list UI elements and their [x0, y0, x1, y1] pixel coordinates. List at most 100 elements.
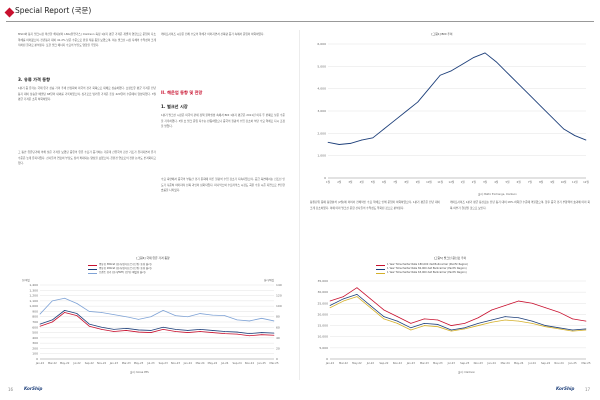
x-tick-label: 5월 — [371, 180, 376, 184]
x-tick-label: 9월 — [550, 180, 555, 184]
y-right-tick-label: 80 — [276, 315, 280, 319]
x-tick-label: Sep-24 — [232, 361, 241, 365]
data-point — [138, 329, 139, 331]
section-ii-heading: II. 해운업 동향 및 전망 — [161, 90, 203, 95]
data-point — [88, 311, 90, 312]
data-point — [464, 327, 466, 329]
data-point — [39, 313, 41, 315]
x-tick-label: 10월 — [561, 180, 567, 184]
section-heading-bulk: 1. 벌크선 시장 — [161, 104, 188, 109]
data-point — [175, 331, 176, 332]
bdi-line-chart: 0 1,000 2,000 3,000 4,000 5,000 6,000 1월 2월 3월 4월 5… — [317, 42, 589, 184]
legend-swatch-navy — [376, 268, 385, 270]
data-point — [76, 303, 78, 304]
data-point — [51, 300, 53, 302]
oil-price-chart: 01002003004005006007008009001,0001,1001,… — [29, 283, 282, 365]
series-line — [329, 293, 587, 331]
oil-left-axis-title: 톤/배럴 — [22, 279, 30, 282]
data-point — [450, 325, 452, 326]
y-tick-label: 0 — [326, 357, 328, 361]
x-tick-label: Sep-23 — [159, 361, 168, 365]
data-point — [531, 320, 533, 322]
y-tick-label: 35,000 — [318, 279, 329, 283]
x-tick-label: 3월 — [348, 180, 353, 184]
data-point — [175, 329, 176, 330]
data-point — [224, 333, 226, 334]
data-point — [39, 323, 41, 325]
data-point — [495, 61, 497, 63]
data-point — [187, 316, 189, 318]
y-tick-label: 6,000 — [317, 42, 326, 46]
y-tick-label: 25,000 — [318, 301, 329, 305]
x-tick-label: 7월 — [528, 180, 533, 184]
data-point — [51, 319, 53, 321]
data-point — [273, 320, 275, 322]
data-point — [64, 297, 65, 299]
x-tick-label: Jul-24 — [527, 361, 536, 365]
legend-item: 중유유 380cst (유가/싱가포르) (단위: 톤당 달러) — [88, 263, 278, 267]
x-tick-label: Sep-23 — [460, 361, 469, 365]
oil-paragraph-2: 그 동안 유류단가에 의해 낮은 가격을 보였던 중유의 유류 수요가 증가하는… — [18, 150, 156, 166]
data-point — [585, 328, 587, 330]
data-point — [370, 305, 371, 306]
oil-right-axis-title: 달러/배럴 — [264, 279, 275, 282]
data-point — [329, 307, 331, 309]
header-title: Special Report (국문) — [15, 6, 92, 15]
oil-chart-source: 출처: Korea PPS — [130, 371, 149, 374]
y-tick-label: 100 — [32, 352, 38, 356]
x-tick-label: Mar-23 — [420, 361, 429, 365]
data-point — [572, 330, 573, 332]
legend-item: 브렌트 유가 (유가/WTI) (단위: 배럴당 달러) — [88, 271, 278, 275]
data-point — [383, 318, 385, 320]
col2-paragraph-1: 케이프사이즈 시장은 전체 수요의 약세가 이어지면서 선복량 증가 속에서 운… — [161, 32, 265, 36]
data-point — [417, 101, 419, 103]
bdi-chart-source: 출처: Baltic Exchange, Clarkson — [478, 193, 517, 196]
header-divider — [6, 21, 594, 22]
data-point — [327, 141, 329, 143]
data-point — [162, 326, 164, 328]
y-right-tick-label: 120 — [276, 294, 282, 298]
y-tick-label: 500 — [32, 331, 38, 335]
data-point — [329, 300, 331, 302]
data-point — [437, 324, 439, 325]
data-point — [361, 139, 363, 141]
data-point — [199, 331, 201, 332]
y-tick-label: 300 — [32, 341, 38, 345]
x-tick-label: May-22 — [352, 361, 362, 365]
data-point — [477, 317, 479, 319]
x-tick-label: Jan-23 — [109, 361, 119, 365]
data-point — [356, 287, 358, 289]
x-tick-label: 11월 — [437, 180, 443, 184]
x-tick-label: Mar-25 — [582, 361, 591, 365]
x-tick-label: 11월 — [572, 180, 578, 184]
x-tick-label: Jul-22 — [366, 361, 375, 365]
data-point — [64, 310, 65, 311]
x-tick-label: 12월 — [449, 180, 455, 184]
data-point — [574, 135, 576, 136]
x-tick-label: May-23 — [134, 361, 144, 365]
bulk-paragraph-1: 1분기 벌크선 시장은 미국의 관세 정책 불확실성 속에서 BDI 1분기 평… — [161, 113, 285, 129]
x-tick-label: Nov-22 — [97, 361, 107, 365]
x-tick-label: 5월 — [505, 180, 510, 184]
y-tick-label: 2,000 — [317, 131, 326, 135]
x-tick-label: Nov-23 — [171, 361, 181, 365]
y-tick-label: 200 — [32, 346, 38, 350]
data-point — [125, 327, 127, 329]
data-point — [249, 335, 250, 337]
data-point — [76, 313, 78, 314]
data-point — [350, 143, 351, 144]
data-point — [343, 296, 344, 297]
right-paragraph-1: 동원단위 등에 동향분석 (2월)에 이어서 전체적인 수요 약세로 인해 운임… — [310, 200, 440, 210]
data-point — [273, 332, 275, 334]
legend-swatch-yellow — [376, 272, 385, 275]
x-tick-label: Mar-25 — [270, 361, 279, 365]
data-point — [545, 325, 546, 326]
x-tick-label: Jul-23 — [447, 361, 456, 365]
data-point — [113, 331, 115, 332]
legend-item: 1 Year Timecharter Rate 82,000 dwt Bulkc… — [376, 267, 586, 271]
x-tick-label: Jul-22 — [72, 361, 81, 365]
y-tick-label: 400 — [32, 336, 38, 340]
x-tick-label: Jan-23 — [406, 361, 416, 365]
bulk-paragraph-2: 수요 측면에서 중국의 부동산 경기 둔화에 따른 철광석 수입 감소가 지속되… — [161, 177, 285, 193]
x-tick-label: 2월 — [337, 180, 342, 184]
